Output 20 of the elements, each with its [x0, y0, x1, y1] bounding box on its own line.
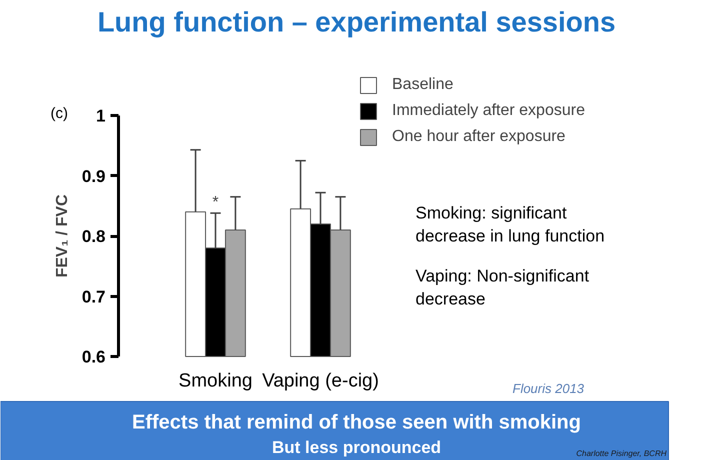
text: But less pronounced	[272, 438, 442, 457]
text: Flouris 2013	[512, 381, 585, 396]
x-tick-label: Smoking	[178, 370, 252, 392]
x-tick-label: Vaping (e-cig)	[262, 370, 379, 392]
y-tick-label: 0.8	[82, 227, 106, 246]
annotation: *	[212, 194, 219, 212]
text: Effects that remind of those seen with smoking	[132, 412, 581, 434]
y-tick-label: 0.9	[82, 166, 106, 186]
text: Charlotte Pisinger, BCRH	[576, 449, 667, 458]
y-axis-title: FEV₁ / FVC	[54, 194, 71, 278]
y-tick-label: 1	[96, 106, 106, 126]
text: Vaping: Non-significant decrease	[416, 266, 590, 308]
chart-title: Lung function – experimental sessions	[97, 6, 616, 38]
legend-label: Immediately after exposure	[392, 102, 585, 120]
y-tick-label: 0.7	[82, 287, 106, 306]
legend-label: Baseline	[392, 76, 454, 94]
legend-label: One hour after exposure	[392, 128, 566, 146]
y-tick-label: 0.6	[82, 348, 106, 366]
text: Smoking: significant decrease in lung function	[416, 204, 605, 246]
text: (c)	[50, 105, 68, 122]
